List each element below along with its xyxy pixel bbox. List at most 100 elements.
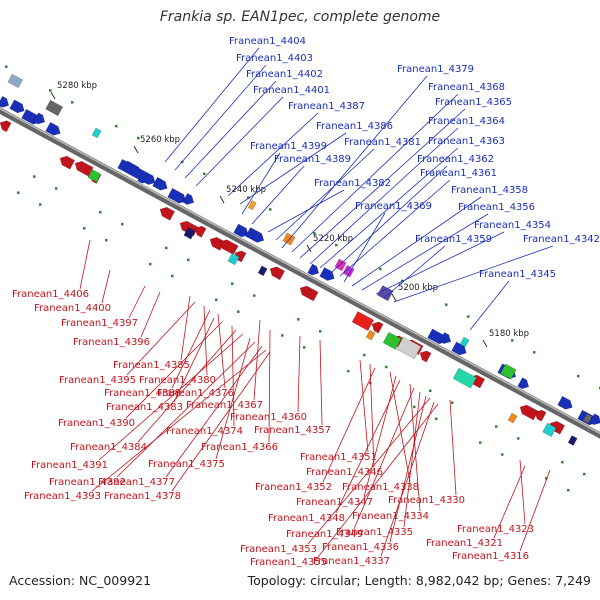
reverse-gene-label: Franean1_4352 — [255, 482, 332, 493]
reverse-gene-label: Franean1_4397 — [61, 318, 138, 329]
gc-dot — [55, 187, 58, 190]
forward-leader-line — [319, 147, 459, 269]
gene-box-shape — [396, 336, 422, 360]
gene-box-shape — [45, 99, 64, 117]
reverse-gene-arrow — [519, 404, 539, 421]
forward-gene-label: Franean1_4368 — [428, 82, 505, 93]
forward-gene-labels: Franean1_4404 Franean1_4403 Franean1_4402 F… — [229, 36, 600, 280]
gene-shape — [419, 350, 432, 363]
gc-dot — [313, 232, 316, 235]
gc-dot — [379, 267, 382, 271]
reverse-gene-label: Franean1_4353 — [240, 544, 317, 555]
forward-leader-line — [267, 189, 345, 233]
gene-box — [91, 127, 102, 139]
forward-gene-label: Franean1_4363 — [428, 136, 505, 147]
gc-dot — [121, 222, 124, 226]
reverse-gene-label: Franean1_4337 — [313, 556, 390, 567]
reverse-label-leaders — [79, 239, 551, 558]
forward-gene-label: Franean1_4342 — [523, 234, 600, 245]
forward-gene-label: Franean1_4379 — [397, 64, 474, 75]
gene-shape — [219, 239, 239, 256]
tick-label: 5200 kbp — [398, 283, 438, 293]
reverse-gene-label: Franean1_4338 — [342, 482, 419, 493]
gene-box-shape — [377, 285, 394, 302]
forward-gene-label: Franean1_4345 — [479, 269, 556, 280]
gene-box-shape — [365, 329, 376, 341]
gene-box — [542, 422, 557, 438]
gc-dot — [187, 258, 190, 262]
gene-box — [377, 285, 394, 302]
forward-gene-arrow — [557, 395, 573, 410]
gene-box-shape — [382, 331, 402, 350]
reverse-gene-label: Franean1_4336 — [322, 542, 399, 553]
reverse-leader-line — [403, 391, 421, 528]
genome-backbone — [0, 107, 600, 439]
forward-gene-label: Franean1_4369 — [355, 201, 432, 212]
reverse-gene-label: Franean1_4376 — [157, 388, 234, 399]
forward-gene-arrow — [45, 121, 61, 136]
tick-label: 5260 kbp — [140, 135, 180, 145]
gene-box-shape — [257, 265, 268, 277]
reverse-leader-line — [359, 359, 369, 453]
forward-leader-line — [469, 280, 510, 331]
gene-shape — [245, 227, 265, 243]
forward-leader-line — [383, 245, 446, 299]
forward-leader-line — [281, 75, 428, 249]
forward-leader-line — [195, 96, 284, 187]
gc-dot — [49, 89, 52, 92]
gc-dot — [83, 227, 86, 230]
gene-box-shape — [500, 363, 517, 380]
gene-shape — [299, 285, 319, 302]
reverse-leader-line — [116, 341, 256, 478]
reverse-leader-line — [128, 285, 146, 319]
gc-dot — [413, 405, 416, 409]
reverse-leader-line — [322, 367, 376, 483]
gene-shape — [319, 267, 335, 281]
reverse-leader-line — [231, 325, 235, 427]
reverse-leader-line — [180, 295, 191, 361]
gene-box-shape — [91, 127, 102, 139]
forward-leader-line — [291, 93, 459, 253]
gene-box-shape — [227, 252, 240, 266]
gc-dot — [215, 298, 218, 302]
reverse-leader-line — [307, 397, 431, 545]
forward-leader-line — [184, 80, 277, 179]
gc-dot — [445, 303, 448, 306]
gc-dot — [335, 243, 338, 247]
forward-leader-line — [299, 108, 466, 259]
gc-dot — [435, 417, 438, 421]
gene-shape — [159, 206, 176, 221]
gc-dot — [495, 425, 498, 428]
reverse-gene-label: Franean1_4393 — [24, 491, 101, 502]
gene-box — [87, 169, 102, 183]
forward-gene-label: Franean1_4386 — [316, 121, 393, 132]
reverse-gene-label: Franean1_4367 — [186, 400, 263, 411]
forward-gene-label: Franean1_4364 — [428, 116, 505, 127]
reverse-gene-label: Franean1_4374 — [166, 426, 243, 437]
reverse-gene-arrow — [209, 237, 226, 251]
gc-dots — [5, 65, 600, 492]
gene-shape — [233, 223, 249, 238]
gene-shape — [74, 160, 94, 177]
gene-shape — [167, 187, 187, 204]
forward-gene-arrow — [9, 99, 25, 114]
gene-box — [45, 99, 64, 117]
reverse-leader-line — [519, 459, 526, 525]
gc-dot — [171, 274, 174, 278]
reverse-gene-label: Franean1_4351 — [300, 452, 377, 463]
gc-dot — [39, 203, 42, 206]
forward-gene-label: Franean1_4365 — [435, 97, 512, 108]
reverse-leader-line — [101, 269, 111, 304]
forward-leader-line — [361, 213, 489, 291]
reverse-leader-line — [319, 339, 323, 426]
gc-dot — [501, 453, 504, 456]
reverse-leader-line — [389, 371, 411, 483]
gene-box-shape — [183, 227, 196, 240]
reverse-gene-label: Franean1_4383 — [106, 402, 183, 413]
reverse-gene-label: Franean1_4378 — [104, 491, 181, 502]
reverse-gene-label: Franean1_4395 — [59, 375, 136, 386]
gc-dot — [545, 477, 548, 480]
reverse-gene-label: Franean1_4323 — [457, 524, 534, 535]
forward-gene-label: Franean1_4401 — [253, 85, 330, 96]
